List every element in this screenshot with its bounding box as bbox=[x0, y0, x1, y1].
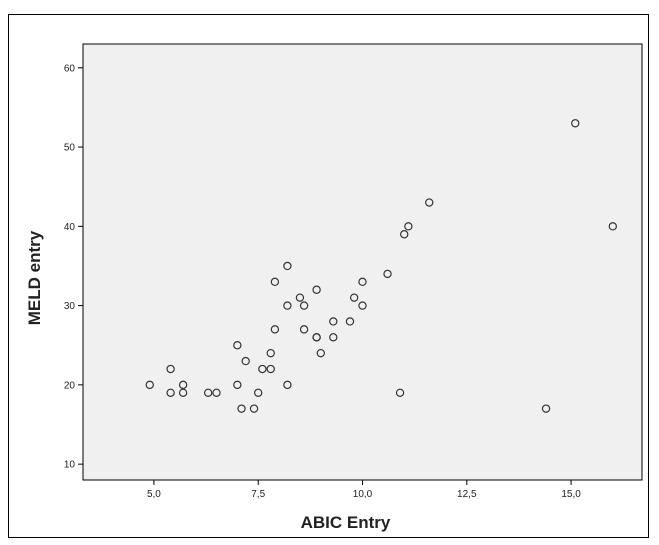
data-point bbox=[541, 404, 551, 413]
data-point bbox=[299, 325, 309, 334]
data-point bbox=[178, 380, 188, 390]
data-point bbox=[345, 317, 355, 326]
x-tick-label: 10,0 bbox=[353, 489, 373, 500]
y-tick-label: 60 bbox=[64, 63, 76, 74]
x-axis: 5,0 7,5 10,0 12,5 15,0 bbox=[147, 480, 581, 500]
y-tick-label: 20 bbox=[64, 380, 76, 391]
y-tick-label: 40 bbox=[64, 222, 76, 233]
data-point bbox=[329, 333, 338, 342]
data-point bbox=[166, 388, 175, 397]
data-point bbox=[299, 301, 309, 310]
data-point bbox=[316, 348, 325, 358]
data-point bbox=[266, 364, 275, 374]
data-point bbox=[295, 293, 305, 302]
data-point bbox=[395, 388, 405, 397]
y-axis: 10 20 30 40 50 60 bbox=[64, 63, 83, 471]
data-point bbox=[258, 364, 267, 374]
data-point bbox=[358, 277, 367, 287]
data-point bbox=[254, 388, 263, 397]
data-point bbox=[283, 380, 292, 390]
data-point bbox=[178, 388, 188, 397]
y-axis-title: MELD entry bbox=[25, 230, 44, 325]
x-tick-label: 5,0 bbox=[147, 489, 161, 500]
data-point bbox=[608, 222, 617, 231]
data-point bbox=[203, 388, 213, 397]
x-tick-label: 15,0 bbox=[561, 489, 581, 500]
data-point bbox=[404, 222, 413, 231]
data-point bbox=[212, 388, 221, 397]
data-point bbox=[233, 341, 242, 350]
data-point bbox=[237, 404, 246, 413]
data-points bbox=[145, 119, 617, 413]
plot-area bbox=[82, 43, 643, 481]
data-point bbox=[283, 261, 292, 271]
data-point bbox=[270, 325, 280, 334]
data-point bbox=[329, 317, 338, 326]
data-point bbox=[383, 269, 392, 279]
x-tick-label: 7,5 bbox=[251, 489, 265, 500]
data-point bbox=[425, 198, 434, 207]
data-point bbox=[349, 293, 359, 302]
data-point bbox=[312, 285, 321, 294]
data-point bbox=[241, 356, 250, 366]
y-tick-label: 50 bbox=[64, 143, 76, 154]
data-point bbox=[400, 230, 409, 239]
y-tick-label: 10 bbox=[64, 460, 76, 471]
data-point bbox=[283, 301, 292, 310]
data-point bbox=[571, 119, 580, 128]
data-point bbox=[312, 333, 321, 342]
x-tick-label: 12,5 bbox=[457, 489, 477, 500]
data-point bbox=[249, 404, 259, 413]
data-point bbox=[145, 380, 154, 390]
data-point bbox=[266, 348, 275, 358]
data-point bbox=[270, 277, 280, 287]
x-axis-title: ABIC Entry bbox=[301, 513, 391, 532]
data-point bbox=[358, 301, 367, 310]
y-tick-label: 30 bbox=[64, 301, 76, 312]
data-point bbox=[233, 380, 242, 390]
data-point bbox=[166, 364, 175, 374]
